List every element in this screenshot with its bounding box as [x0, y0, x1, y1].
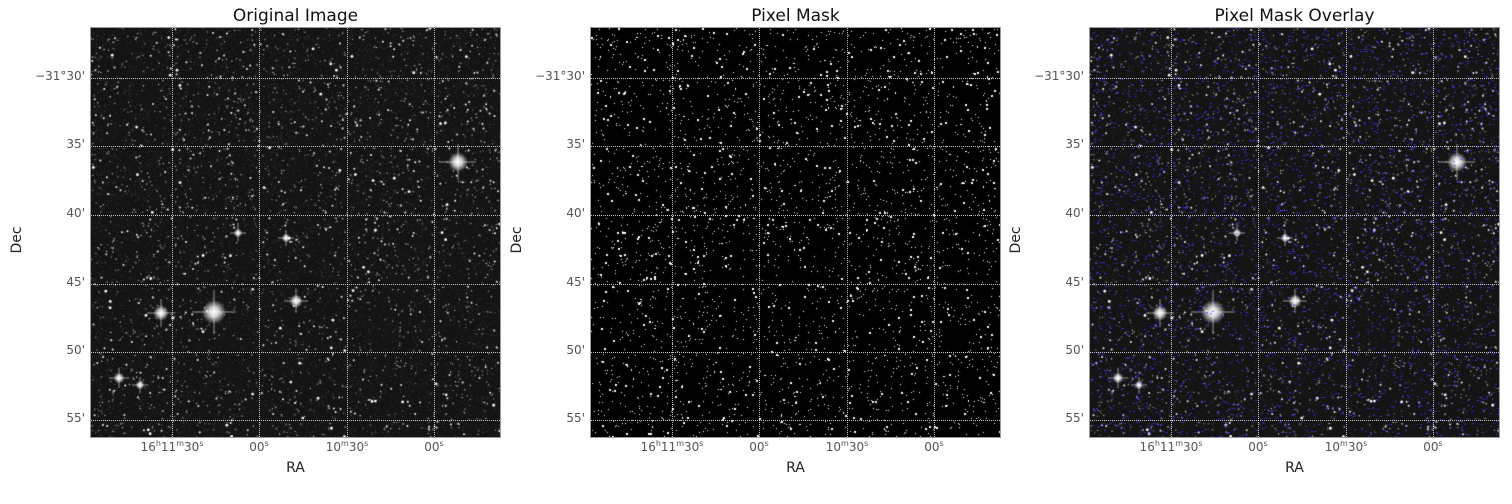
- grid-line-vertical: [1258, 28, 1259, 437]
- y-axis-label: Dec: [9, 226, 25, 254]
- grid-line-vertical: [672, 28, 673, 437]
- grid-line-vertical: [172, 28, 173, 437]
- grid-line-horizontal: [591, 78, 1000, 79]
- grid-line-vertical: [259, 28, 260, 437]
- y-tick-label: 55': [66, 411, 85, 425]
- x-axis-label: RA: [286, 460, 305, 476]
- grid-line-horizontal: [1090, 420, 1499, 421]
- grid-line-vertical: [847, 28, 848, 437]
- grid-line-horizontal: [91, 420, 500, 421]
- x-axis-label: RA: [786, 460, 805, 476]
- x-tick-label: 00s: [424, 439, 444, 455]
- x-tick-label: 16h11m30s: [140, 439, 204, 455]
- y-axis-label: Dec: [1008, 226, 1024, 254]
- y-tick-label: 45': [66, 275, 85, 289]
- panel-mask: Pixel Mask Dec −31°30' 35' 40' 45' 50' 55' 16h…: [500, 0, 1000, 504]
- y-tick-label: 50': [66, 343, 85, 357]
- grid-line-horizontal: [91, 352, 500, 353]
- y-tick-label: 35': [1065, 137, 1084, 151]
- grid-line-vertical: [434, 28, 435, 437]
- grid-line-horizontal: [1090, 352, 1499, 353]
- x-tick-label: 00s: [749, 439, 769, 455]
- mask-plot: [591, 28, 1000, 437]
- y-tick-label: 45': [566, 275, 585, 289]
- y-tick-label: 35': [66, 137, 85, 151]
- y-tick-label: 35': [566, 137, 585, 151]
- original-image-canvas: [91, 28, 500, 437]
- y-tick-label: −31°30': [1034, 69, 1084, 83]
- y-tick-label: 40': [1065, 206, 1084, 220]
- grid-line-horizontal: [1090, 284, 1499, 285]
- y-axis-label: Dec: [509, 226, 525, 254]
- grid-line-horizontal: [591, 420, 1000, 421]
- grid-line-horizontal: [91, 215, 500, 216]
- grid-line-vertical: [1171, 28, 1172, 437]
- y-tick-label: −31°30': [35, 69, 85, 83]
- x-tick-label: 16h11m30s: [1139, 439, 1203, 455]
- panel-overlay: Pixel Mask Overlay Dec −31°30' 35' 40' 45' 5…: [999, 0, 1499, 504]
- grid-line-horizontal: [591, 284, 1000, 285]
- grid-line-horizontal: [1090, 215, 1499, 216]
- y-tick-label: 55': [1065, 411, 1084, 425]
- grid-line-horizontal: [1090, 78, 1499, 79]
- grid-line-horizontal: [91, 146, 500, 147]
- grid-line-vertical: [347, 28, 348, 437]
- overlay-canvas: [1090, 28, 1499, 437]
- grid-line-horizontal: [1090, 146, 1499, 147]
- panel-title: Pixel Mask: [751, 6, 840, 26]
- panel-title: Original Image: [232, 6, 359, 26]
- image-plot: [91, 28, 500, 437]
- y-tick-label: 45': [1065, 275, 1084, 289]
- grid-line-horizontal: [591, 352, 1000, 353]
- x-tick-label: 10m30s: [1324, 439, 1368, 455]
- y-tick-label: 55': [566, 411, 585, 425]
- y-tick-label: 50': [566, 343, 585, 357]
- grid-line-horizontal: [91, 284, 500, 285]
- grid-line-vertical: [934, 28, 935, 437]
- x-tick-label: 00s: [1423, 439, 1443, 455]
- pixel-mask-canvas: [591, 28, 1000, 437]
- y-tick-label: 40': [566, 206, 585, 220]
- y-tick-label: 50': [1065, 343, 1084, 357]
- grid-line-vertical: [1346, 28, 1347, 437]
- x-tick-label: 16h11m30s: [640, 439, 704, 455]
- x-tick-label: 10m30s: [325, 439, 369, 455]
- panel-original: Original Image Dec −31°30' 35' 40' 45' 50' 55…: [0, 0, 500, 504]
- grid-line-horizontal: [591, 146, 1000, 147]
- x-tick-label: 10m30s: [825, 439, 869, 455]
- grid-line-horizontal: [591, 215, 1000, 216]
- x-tick-label: 00s: [249, 439, 269, 455]
- y-tick-label: −31°30': [535, 69, 585, 83]
- x-tick-label: 00s: [1248, 439, 1268, 455]
- overlay-plot: [1090, 28, 1499, 437]
- panel-title: Pixel Mask Overlay: [1214, 6, 1375, 26]
- grid-line-vertical: [759, 28, 760, 437]
- grid-line-vertical: [1433, 28, 1434, 437]
- x-axis-label: RA: [1285, 460, 1304, 476]
- y-tick-label: 40': [66, 206, 85, 220]
- x-tick-label: 00s: [924, 439, 944, 455]
- grid-line-horizontal: [91, 78, 500, 79]
